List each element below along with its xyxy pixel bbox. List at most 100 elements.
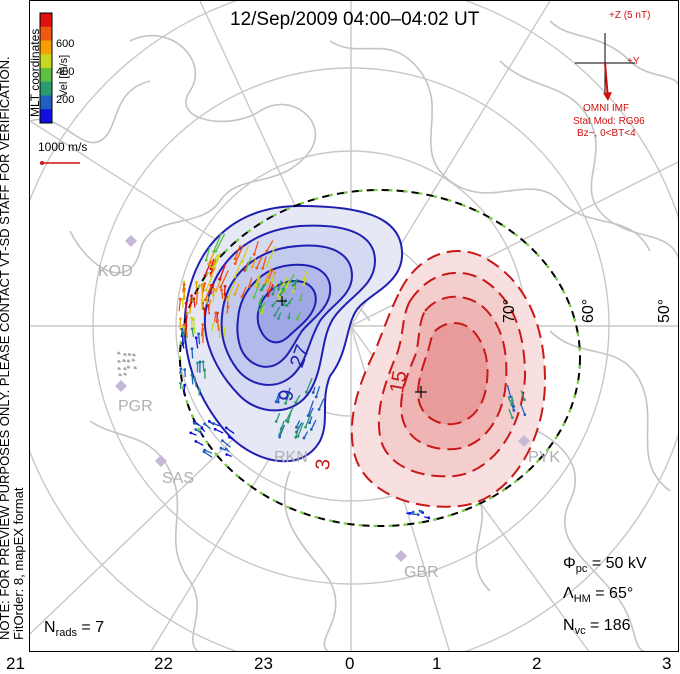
radar-sas: SAS xyxy=(162,470,195,487)
colorbar-tick-200: 200 xyxy=(56,94,75,106)
vector-line xyxy=(410,513,419,516)
vector-line xyxy=(285,387,291,399)
vector-line xyxy=(266,278,270,284)
vector-line xyxy=(234,245,244,264)
vector-line xyxy=(508,408,513,418)
vector-line xyxy=(288,297,294,304)
colorbar-swatch xyxy=(40,95,52,110)
radar-gbr: GBR xyxy=(404,564,439,581)
velocity-vectors xyxy=(117,233,527,520)
vector-line xyxy=(280,420,285,429)
vector-line xyxy=(195,337,199,349)
vector-line xyxy=(220,447,227,451)
vector-line xyxy=(221,440,231,448)
stat-nrads: Nrads = 7 xyxy=(44,619,105,640)
vector-origin xyxy=(198,360,202,364)
vector-line xyxy=(520,403,526,415)
vector-line xyxy=(197,333,201,345)
colorbar-swatch xyxy=(40,54,52,69)
vector-line xyxy=(266,240,274,252)
vector-line xyxy=(312,386,316,393)
vector-line xyxy=(506,384,512,398)
vector-line xyxy=(193,422,204,428)
vector-line xyxy=(204,423,211,430)
vector-line xyxy=(234,258,243,278)
velocity-colorbar xyxy=(39,12,53,124)
vector-line xyxy=(286,301,291,306)
vector-line xyxy=(285,281,290,288)
vector-line xyxy=(208,250,216,265)
vector-line xyxy=(226,453,232,457)
stat-lambda-hm: ΛHM = 65° xyxy=(563,585,634,606)
imf-condition: Bz−, 0<BT<4 xyxy=(577,128,636,139)
vector-scale-label: 1000 m/s xyxy=(38,140,88,154)
vector-line xyxy=(220,289,224,299)
colorbar-swatch xyxy=(40,109,52,124)
vector-line xyxy=(191,348,194,359)
vector-line xyxy=(182,343,185,349)
vector-line xyxy=(226,280,236,301)
side-note: NOTE: FOR PREVIEW PURPOSES ONLY. PLEASE … xyxy=(0,56,26,640)
vector-line xyxy=(255,274,260,286)
vector-line xyxy=(234,283,240,295)
vector-line xyxy=(297,422,304,437)
mlt-label-0: 0 xyxy=(345,654,355,673)
vector-line xyxy=(271,272,275,281)
vector-line xyxy=(201,427,206,432)
contour-label-15: 15 xyxy=(386,369,412,395)
colorbar-tick-600: 600 xyxy=(56,38,75,50)
vector-line xyxy=(118,367,122,371)
vector-line xyxy=(253,282,261,298)
vector-line xyxy=(267,283,274,296)
vector-line xyxy=(318,398,325,410)
side-note-line2: FitOrder: 8, mapEX format xyxy=(11,487,26,640)
contour-label-3: 3 xyxy=(312,457,335,471)
map-frame: 12/Sep/2009 04:00–04:02 UT Vel [m/s] MLT… xyxy=(29,0,679,652)
vector-line xyxy=(223,328,226,338)
vector-line xyxy=(259,294,264,305)
vector-line xyxy=(274,306,281,316)
imf-model: Stat Mod: RG96 xyxy=(573,116,645,127)
vector-line xyxy=(266,246,276,267)
vector-line xyxy=(259,297,262,303)
vector-line xyxy=(261,306,265,313)
vector-line xyxy=(178,298,181,312)
vector-line xyxy=(261,283,267,290)
vector-line xyxy=(204,449,213,454)
imf-source: OMNI IMF xyxy=(583,103,630,114)
colorbar-swatch xyxy=(40,13,52,28)
colorbar-swatch xyxy=(40,40,52,55)
vector-line xyxy=(315,386,321,398)
vector-line xyxy=(256,256,263,269)
vector-line xyxy=(303,278,308,285)
vector-line xyxy=(241,286,247,297)
colorbar-swatch xyxy=(40,68,52,83)
vector-line xyxy=(194,378,197,388)
vector-line xyxy=(277,289,282,297)
convection-map xyxy=(30,1,678,651)
vector-line xyxy=(263,268,272,286)
vector-line xyxy=(307,400,314,416)
vector-line xyxy=(219,263,227,280)
vector-line xyxy=(179,368,182,374)
vector-line xyxy=(275,392,280,402)
hm-boundary-green xyxy=(179,189,581,527)
lat-label-70: 70° xyxy=(501,298,518,323)
mlt-label-1: 1 xyxy=(432,654,442,673)
vector-line xyxy=(294,278,299,283)
vector-line xyxy=(277,312,282,319)
radar-markers xyxy=(115,235,530,562)
vector-scale xyxy=(40,161,80,165)
vector-line xyxy=(277,280,282,290)
vector-line xyxy=(202,361,205,372)
vector-line xyxy=(424,516,429,519)
vector-line xyxy=(295,394,301,403)
stat-nvc: Nvc = 186 xyxy=(563,617,631,638)
vector-line xyxy=(211,258,217,268)
vector-origin xyxy=(182,323,186,327)
vector-line xyxy=(277,394,281,403)
imf-dial xyxy=(575,33,635,101)
vector-line xyxy=(215,233,226,252)
colorbar-tick-400: 400 xyxy=(56,66,75,78)
vector-line xyxy=(210,267,216,277)
